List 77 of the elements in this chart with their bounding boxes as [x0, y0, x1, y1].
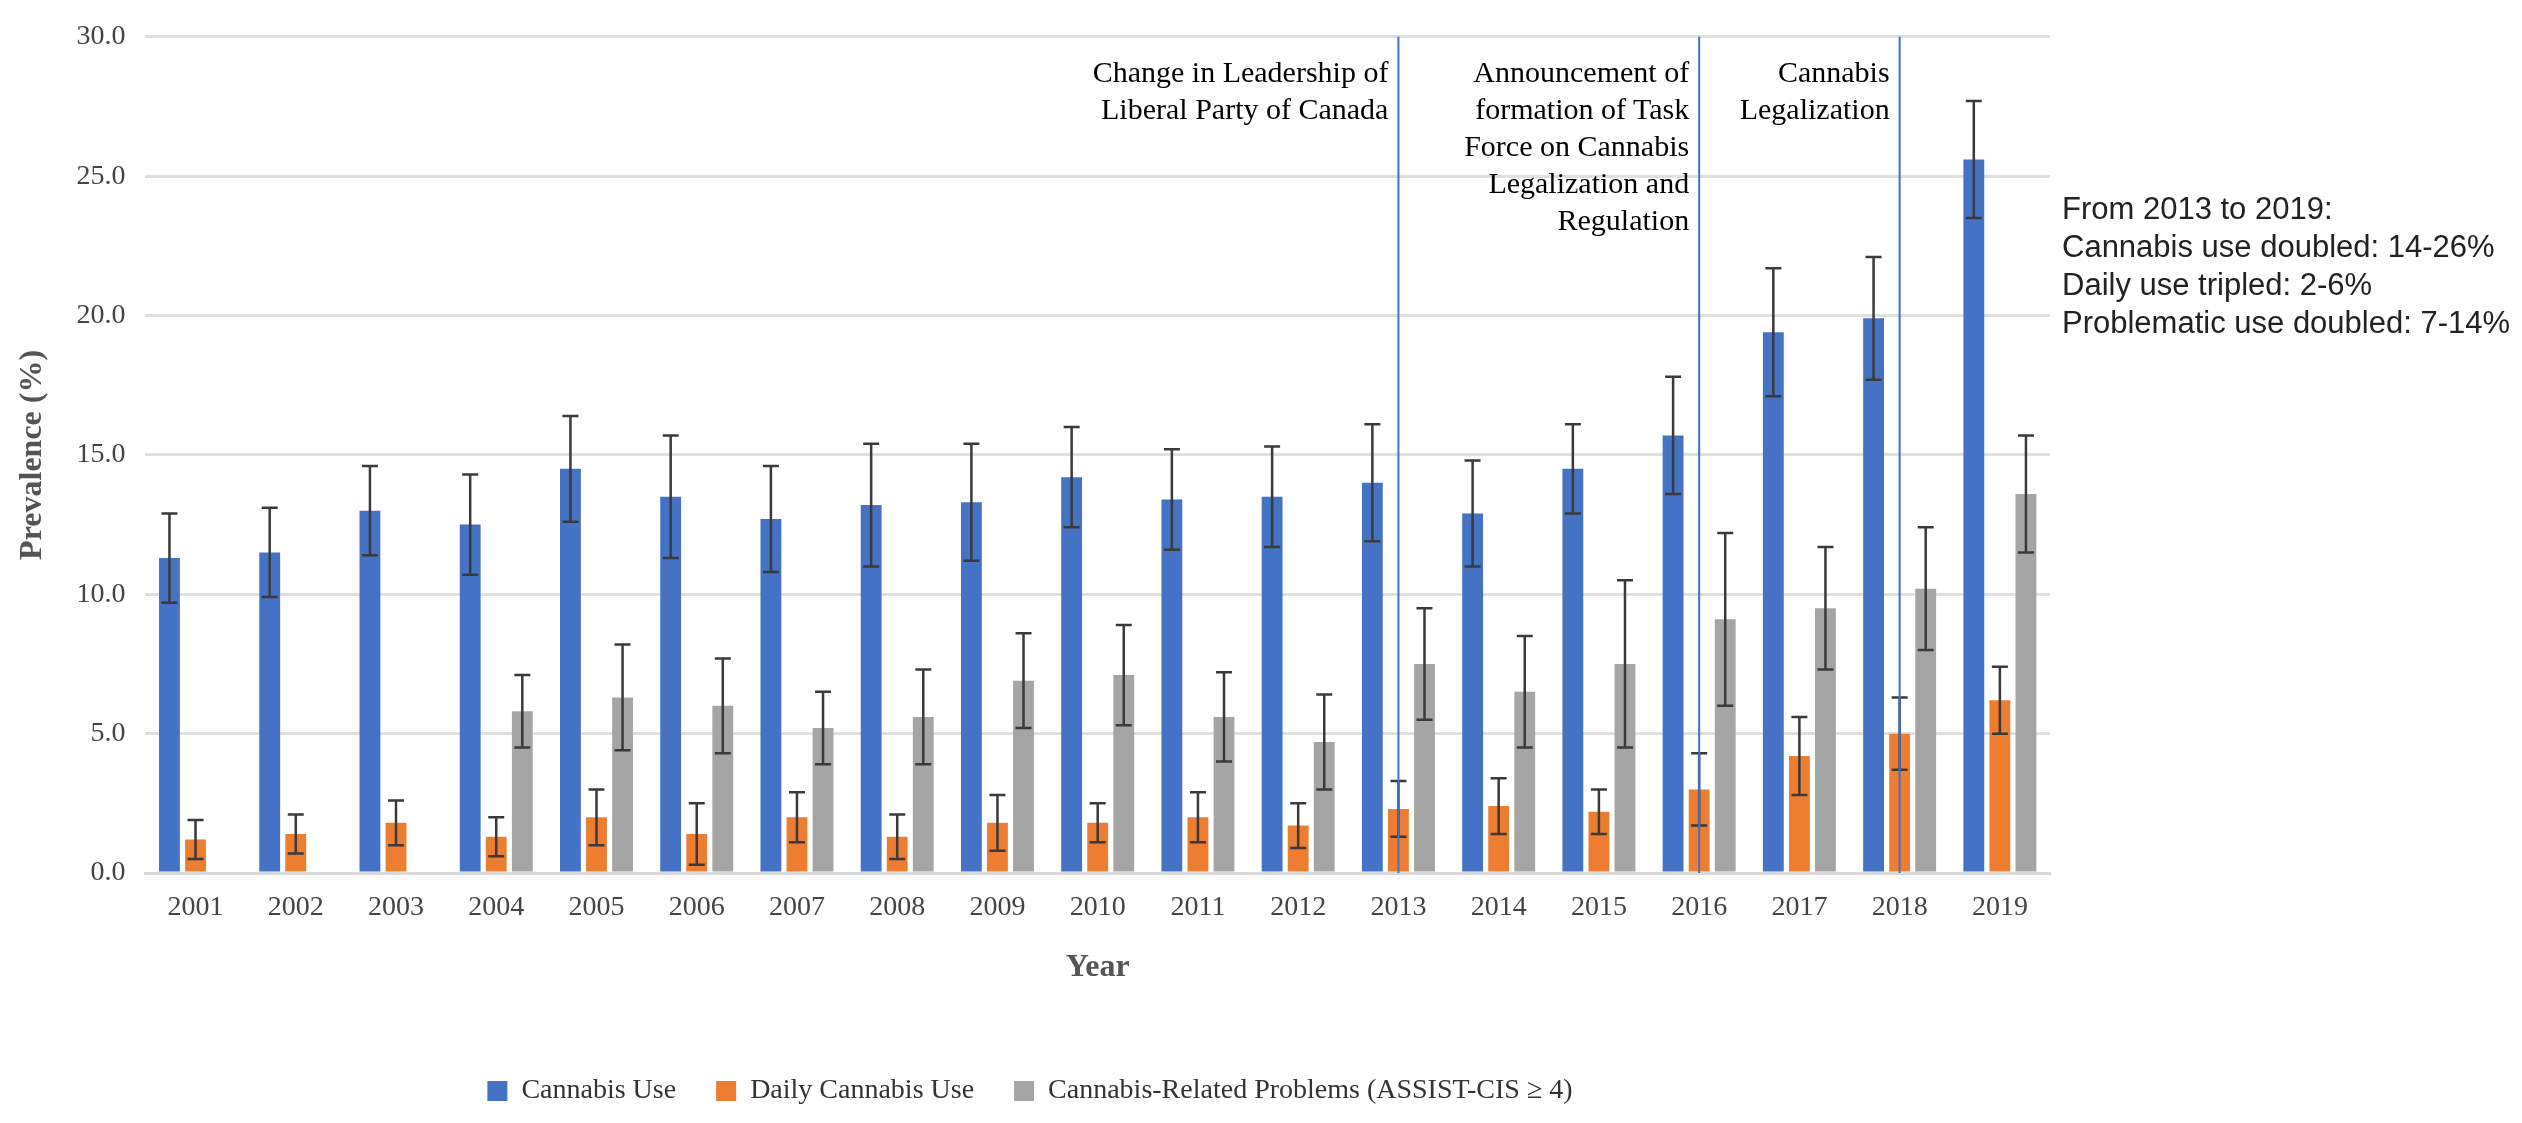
x-tick-label: 2007	[768, 890, 825, 922]
bar	[1662, 435, 1684, 872]
bar	[1013, 680, 1034, 872]
bar	[1788, 755, 1810, 872]
y-tick-label: 10.0	[76, 576, 126, 608]
bar	[1588, 811, 1610, 872]
x-tick-label: 2019	[1971, 890, 2028, 922]
bar	[511, 711, 533, 872]
x-tick-label: 2006	[668, 890, 725, 922]
bar	[712, 705, 734, 872]
x-tick-label: 2011	[1170, 890, 1226, 922]
x-tick-label: 2018	[1871, 890, 1928, 922]
bar	[960, 502, 982, 872]
bar	[1161, 499, 1183, 872]
bar	[586, 817, 607, 872]
ref-line-label: Announcement of formation of Task Force on Cannabis Legalization and Regulation	[1464, 54, 1690, 236]
bar	[560, 468, 581, 872]
x-tick-label: 2004	[468, 890, 525, 922]
x-tick-label: 2009	[969, 890, 1026, 922]
bar	[1113, 675, 1135, 872]
bar	[1261, 496, 1283, 872]
bar	[612, 697, 633, 872]
text: From 2013 to 2019: Cannabis use doubled: 14-26% Daily use tripled: 2-6% Problematic use doubled: 7-14%	[2062, 190, 2511, 340]
bar	[1614, 663, 1636, 872]
y-tick-label: 0.0	[90, 855, 126, 887]
bar	[1462, 513, 1484, 872]
bar	[860, 505, 882, 872]
bar	[1087, 822, 1109, 872]
bar	[1963, 159, 1985, 872]
bar	[1213, 716, 1235, 872]
x-axis-title: Year	[1065, 947, 1130, 984]
bar	[1915, 588, 1937, 872]
ref-line-label: Cannabis Legalization	[1739, 54, 1890, 125]
legend-label: Daily Cannabis Use	[750, 1073, 975, 1105]
y-tick-label: 25.0	[76, 158, 126, 190]
bar	[2015, 493, 2037, 872]
x-tick-label: 2005	[568, 890, 625, 922]
y-tick-label: 20.0	[76, 297, 126, 329]
bar	[1361, 482, 1383, 872]
bar	[1061, 477, 1083, 872]
ref-line-label: Change in Leadership of Liberal Party of Canada	[1092, 54, 1389, 125]
bar	[1514, 691, 1536, 872]
bar	[912, 716, 934, 872]
bar	[1313, 742, 1335, 872]
x-tick-label: 2016	[1671, 890, 1728, 922]
x-tick-label: 2017	[1771, 890, 1828, 922]
bar	[1714, 619, 1736, 872]
bar	[159, 558, 180, 872]
x-tick-label: 2008	[869, 890, 926, 922]
x-tick-label: 2001	[167, 890, 224, 922]
y-tick-label: 15.0	[76, 437, 126, 469]
x-tick-label: 2012	[1270, 890, 1327, 922]
bar	[359, 510, 381, 872]
bar	[1414, 663, 1435, 872]
bar	[1562, 468, 1584, 872]
x-tick-label: 2002	[267, 890, 324, 922]
bar	[760, 519, 782, 872]
x-tick-label: 2010	[1069, 890, 1126, 922]
bar	[1863, 318, 1884, 872]
bar	[660, 496, 682, 872]
bar	[1762, 332, 1784, 872]
y-tick-label: 30.0	[76, 19, 126, 51]
bar	[1815, 608, 1836, 872]
bar	[1989, 700, 2011, 872]
y-axis-title: Prevalence (%)	[12, 349, 49, 560]
bar	[259, 552, 281, 872]
bar	[459, 524, 481, 872]
legend-label: Cannabis Use	[521, 1073, 677, 1105]
x-tick-label: 2013	[1370, 890, 1427, 922]
bar	[1287, 825, 1309, 872]
x-tick-label: 2003	[368, 890, 425, 922]
x-tick-label: 2014	[1470, 890, 1527, 922]
bar	[1488, 806, 1510, 872]
x-tick-label: 2015	[1570, 890, 1627, 922]
bar	[812, 728, 834, 872]
legend-label: Cannabis-Related Problems (ASSIST-CIS ≥ 4)	[1048, 1073, 1573, 1105]
y-tick-label: 5.0	[90, 715, 126, 747]
